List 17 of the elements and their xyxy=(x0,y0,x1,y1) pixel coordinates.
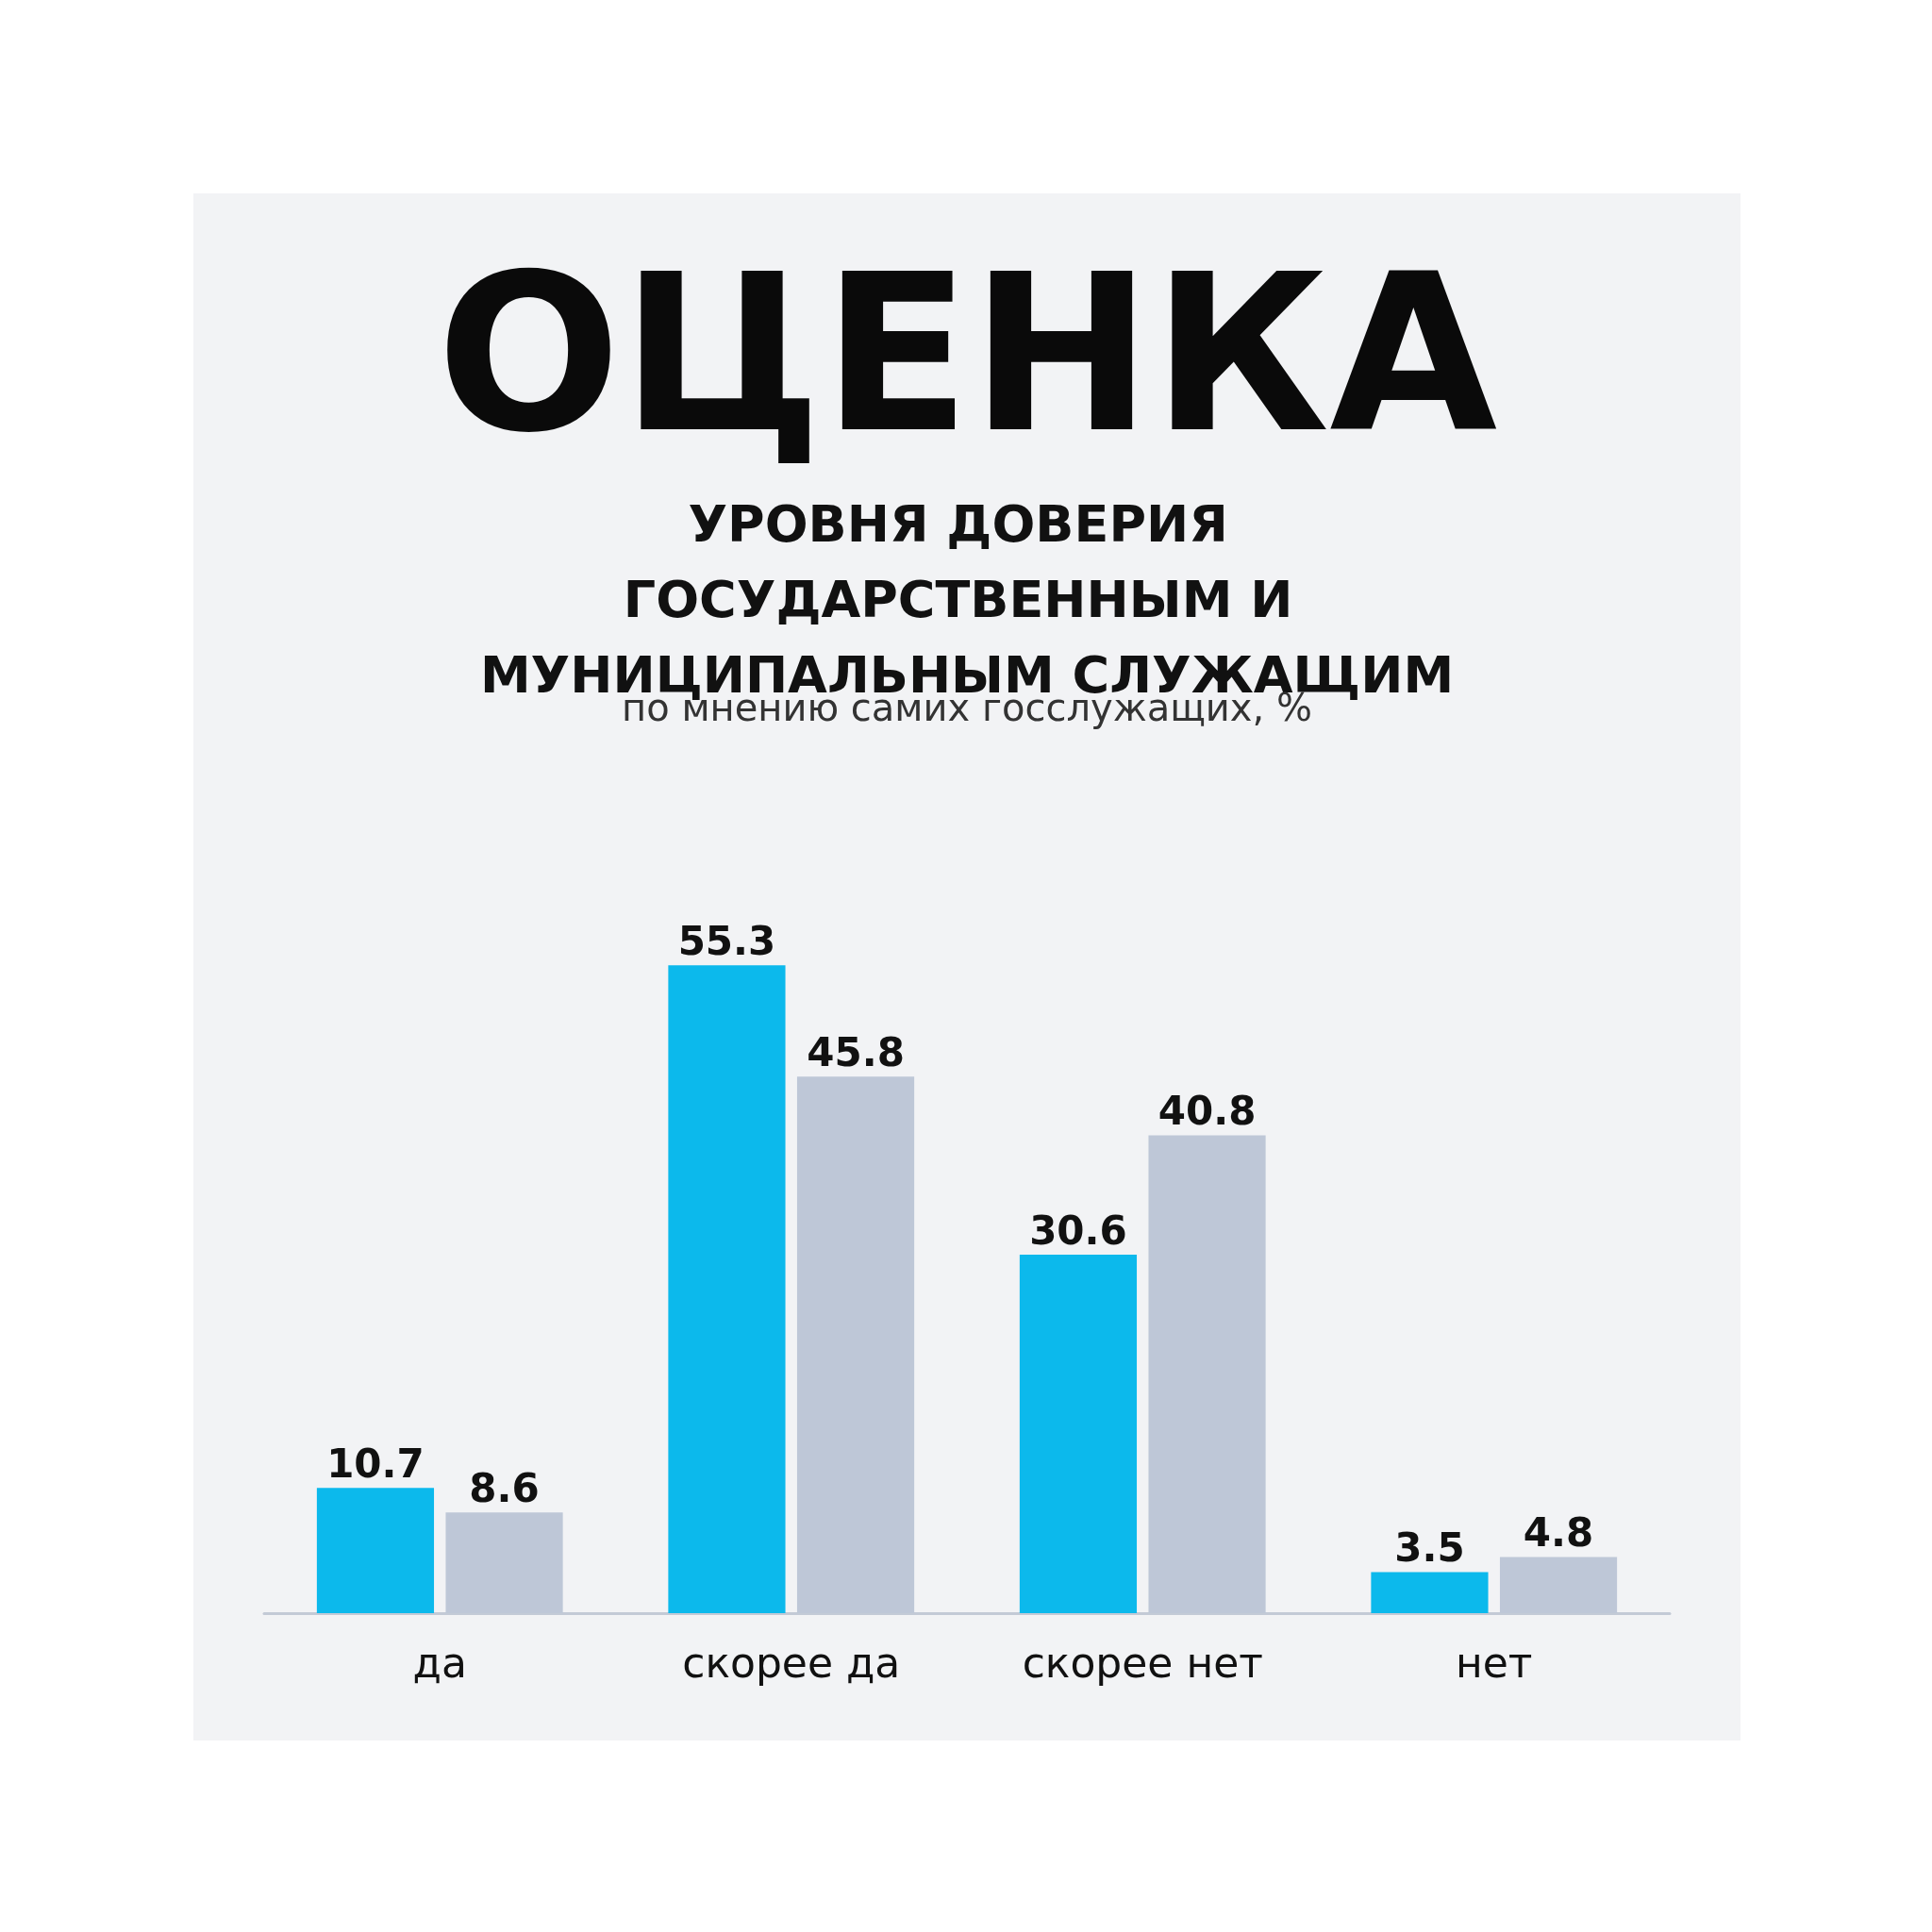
data-label: 45.8 xyxy=(807,1028,905,1075)
data-label: 30.6 xyxy=(1029,1207,1127,1254)
data-label: 10.7 xyxy=(326,1440,425,1487)
data-label: 3.5 xyxy=(1394,1524,1465,1572)
x-tick-label: скорее да xyxy=(682,1638,901,1687)
bar xyxy=(668,965,786,1613)
x-tick-label: да xyxy=(412,1638,467,1687)
data-label: 8.6 xyxy=(469,1464,540,1511)
bar xyxy=(316,1488,435,1613)
x-tick-label: скорее нет xyxy=(1022,1638,1263,1687)
bar xyxy=(1371,1572,1489,1613)
x-tick-label: нет xyxy=(1456,1638,1533,1687)
data-label: 40.8 xyxy=(1158,1087,1257,1134)
chart-title: ОЦЕНКА xyxy=(436,227,1498,480)
data-label: 4.8 xyxy=(1523,1508,1594,1556)
bar xyxy=(1019,1255,1138,1613)
data-label: 55.3 xyxy=(677,917,776,964)
